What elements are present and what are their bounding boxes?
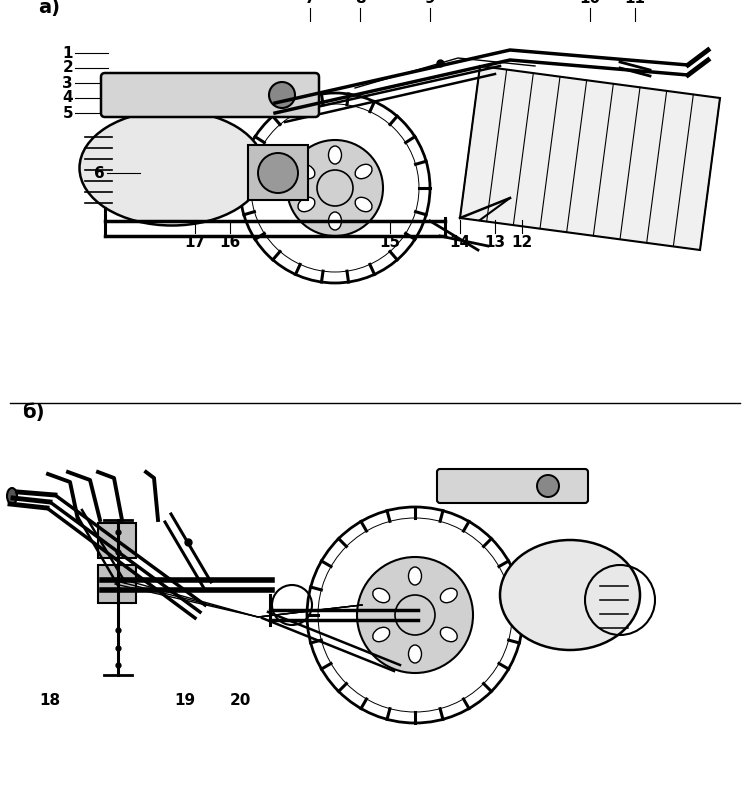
- Circle shape: [287, 140, 383, 236]
- Text: 1: 1: [62, 46, 73, 61]
- FancyBboxPatch shape: [437, 469, 588, 503]
- Text: 2: 2: [62, 61, 73, 75]
- Circle shape: [269, 82, 295, 108]
- Text: a): a): [38, 0, 60, 17]
- Polygon shape: [460, 66, 720, 250]
- Text: 16: 16: [219, 235, 241, 250]
- Ellipse shape: [328, 146, 341, 164]
- Bar: [98, 565, 136, 603]
- Text: 12: 12: [512, 235, 532, 250]
- Circle shape: [357, 557, 473, 673]
- Ellipse shape: [298, 164, 315, 178]
- Bar: [98, 523, 136, 558]
- Text: б): б): [22, 403, 44, 422]
- Text: 10: 10: [580, 0, 601, 6]
- FancyBboxPatch shape: [101, 73, 319, 117]
- Text: 20: 20: [230, 693, 251, 708]
- Text: 9: 9: [424, 0, 435, 6]
- Text: 14: 14: [449, 235, 470, 250]
- Ellipse shape: [409, 567, 422, 585]
- Text: 13: 13: [484, 235, 506, 250]
- Ellipse shape: [373, 588, 390, 602]
- Text: 6: 6: [94, 166, 105, 181]
- Ellipse shape: [409, 645, 422, 663]
- Circle shape: [537, 475, 559, 497]
- Ellipse shape: [500, 540, 640, 650]
- Text: 18: 18: [40, 693, 61, 708]
- Text: 19: 19: [175, 693, 196, 708]
- Text: 5: 5: [62, 106, 73, 121]
- Text: 8: 8: [355, 0, 365, 6]
- Bar: [248, 145, 308, 200]
- Ellipse shape: [356, 198, 372, 212]
- Text: 4: 4: [62, 90, 73, 106]
- Text: 17: 17: [184, 235, 206, 250]
- Ellipse shape: [373, 627, 390, 642]
- Text: 3: 3: [62, 75, 73, 90]
- Circle shape: [258, 153, 298, 193]
- Text: 11: 11: [625, 0, 646, 6]
- Ellipse shape: [298, 198, 315, 212]
- Ellipse shape: [440, 627, 458, 642]
- Ellipse shape: [328, 212, 341, 230]
- Ellipse shape: [440, 588, 458, 602]
- Ellipse shape: [7, 488, 17, 504]
- Ellipse shape: [80, 110, 265, 226]
- Ellipse shape: [356, 164, 372, 178]
- Text: 15: 15: [380, 235, 400, 250]
- Text: 7: 7: [304, 0, 315, 6]
